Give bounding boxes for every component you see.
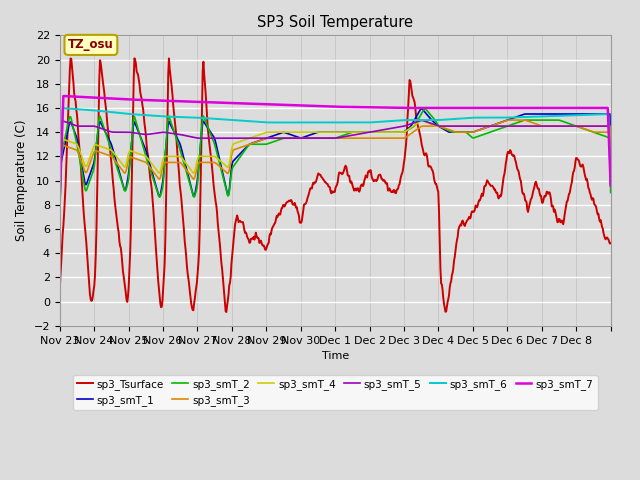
sp3_smT_2 [249, 142, 257, 147]
sp3_smT_1 [607, 174, 614, 180]
sp3_smT_2 [607, 190, 614, 195]
sp3_smT_6 [250, 119, 257, 124]
sp3_smT_4 [222, 163, 230, 168]
sp3_smT_3 [270, 135, 278, 141]
sp3_smT_2 [120, 187, 128, 193]
sp3_Tsurface [607, 240, 614, 246]
Line: sp3_smT_4: sp3_smT_4 [60, 120, 611, 220]
Line: sp3_smT_5: sp3_smT_5 [60, 120, 611, 211]
sp3_Tsurface [131, 55, 138, 61]
sp3_smT_7 [223, 100, 230, 106]
Line: sp3_Tsurface: sp3_Tsurface [60, 58, 611, 312]
sp3_smT_4 [418, 118, 426, 123]
Line: sp3_smT_3: sp3_smT_3 [60, 120, 611, 223]
Legend: sp3_Tsurface, sp3_smT_1, sp3_smT_2, sp3_smT_3, sp3_smT_4, sp3_smT_5, sp3_smT_6, : sp3_Tsurface, sp3_smT_1, sp3_smT_2, sp3_… [73, 374, 598, 410]
sp3_smT_2 [222, 185, 230, 191]
sp3_smT_6 [271, 120, 278, 125]
sp3_smT_5 [392, 125, 400, 131]
sp3_smT_6 [424, 117, 431, 123]
sp3_smT_3 [607, 172, 614, 178]
sp3_smT_7 [424, 105, 431, 111]
sp3_smT_5 [249, 135, 257, 141]
sp3_smT_2 [270, 139, 278, 144]
sp3_smT_5 [270, 135, 278, 141]
sp3_smT_1 [222, 183, 230, 189]
sp3_smT_1 [249, 140, 257, 146]
Line: sp3_smT_6: sp3_smT_6 [60, 108, 611, 205]
sp3_smT_3 [392, 135, 400, 141]
sp3_smT_1 [120, 187, 128, 193]
sp3_Tsurface [271, 220, 279, 226]
sp3_smT_2 [420, 106, 428, 112]
Line: sp3_smT_7: sp3_smT_7 [60, 96, 611, 199]
sp3_smT_1 [56, 209, 63, 215]
sp3_smT_5 [56, 208, 63, 214]
X-axis label: Time: Time [321, 351, 349, 361]
sp3_smT_1 [270, 132, 278, 138]
sp3_smT_4 [392, 129, 400, 135]
sp3_smT_5 [424, 119, 431, 125]
sp3_smT_6 [56, 202, 63, 208]
sp3_smT_4 [249, 134, 257, 140]
sp3_Tsurface [394, 186, 401, 192]
sp3_smT_6 [122, 111, 129, 117]
Line: sp3_smT_2: sp3_smT_2 [60, 109, 611, 208]
sp3_smT_1 [424, 112, 431, 118]
sp3_smT_7 [60, 93, 67, 99]
sp3_smT_5 [607, 182, 614, 188]
Line: sp3_smT_1: sp3_smT_1 [60, 109, 611, 212]
sp3_Tsurface [120, 279, 128, 285]
sp3_Tsurface [223, 302, 231, 308]
sp3_smT_5 [120, 129, 128, 135]
sp3_smT_4 [607, 167, 614, 173]
sp3_smT_7 [393, 105, 401, 111]
sp3_Tsurface [251, 237, 259, 242]
sp3_smT_2 [424, 108, 431, 114]
Title: SP3 Soil Temperature: SP3 Soil Temperature [257, 15, 413, 30]
sp3_smT_7 [271, 102, 278, 108]
sp3_Tsurface [223, 309, 230, 315]
sp3_smT_3 [56, 220, 63, 226]
sp3_smT_2 [392, 129, 400, 135]
sp3_smT_1 [418, 106, 426, 112]
Y-axis label: Soil Temperature (C): Soil Temperature (C) [15, 120, 28, 241]
sp3_smT_7 [250, 101, 257, 107]
sp3_smT_6 [223, 117, 230, 122]
sp3_smT_6 [59, 105, 67, 111]
sp3_smT_3 [249, 140, 257, 146]
sp3_Tsurface [424, 163, 432, 168]
sp3_smT_2 [56, 205, 63, 211]
sp3_smT_3 [222, 169, 230, 175]
sp3_Tsurface [56, 288, 63, 293]
sp3_smT_4 [424, 120, 431, 125]
sp3_smT_7 [56, 196, 63, 202]
sp3_smT_6 [607, 181, 614, 187]
sp3_smT_1 [392, 129, 400, 135]
sp3_smT_7 [122, 96, 129, 102]
sp3_smT_5 [222, 135, 230, 141]
sp3_smT_7 [607, 182, 614, 188]
sp3_smT_3 [120, 170, 128, 176]
sp3_smT_3 [506, 117, 513, 123]
sp3_smT_5 [418, 118, 426, 123]
sp3_smT_6 [393, 118, 401, 123]
sp3_smT_3 [423, 123, 431, 129]
Text: TZ_osu: TZ_osu [68, 38, 114, 51]
sp3_smT_4 [270, 129, 278, 135]
sp3_smT_4 [120, 164, 128, 170]
sp3_smT_4 [56, 217, 63, 223]
